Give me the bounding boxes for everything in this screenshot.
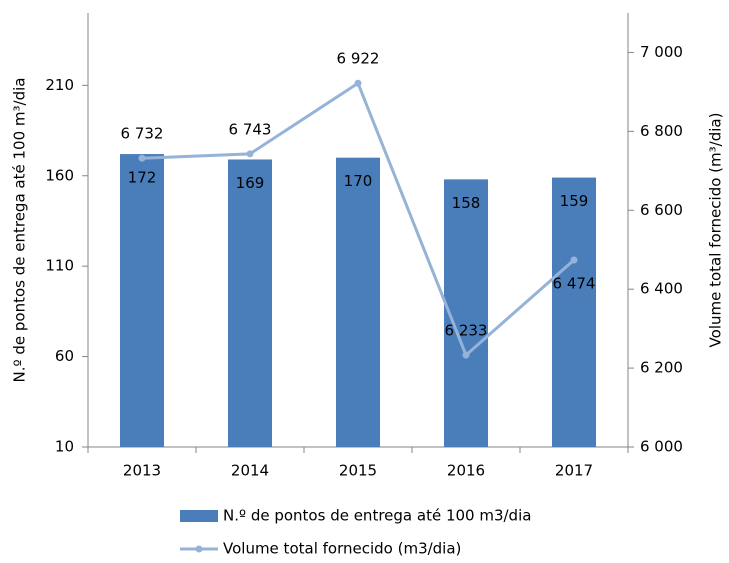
y2-axis-title: Volume total fornecido (m³/dia) xyxy=(707,113,725,348)
y2-tick-label: 6 600 xyxy=(640,201,683,219)
line-value-label: 6 474 xyxy=(553,274,596,292)
line-marker xyxy=(354,79,362,87)
y2-tick-label: 6 400 xyxy=(640,280,683,298)
y2-tick-label: 7 000 xyxy=(640,43,683,61)
bar xyxy=(228,159,272,447)
bar-value-label: 169 xyxy=(236,174,265,192)
bar xyxy=(444,179,488,447)
x-tick-label: 2015 xyxy=(339,462,377,480)
legend-marker xyxy=(195,545,203,553)
bar xyxy=(120,154,164,448)
x-tick-label: 2013 xyxy=(123,462,161,480)
line-value-label: 6 732 xyxy=(121,125,164,143)
y-tick-label: 60 xyxy=(55,347,74,365)
line-value-label: 6 743 xyxy=(229,120,272,138)
line-marker xyxy=(570,256,578,264)
x-tick-label: 2016 xyxy=(447,462,485,480)
bar xyxy=(552,177,596,447)
legend-label: Volume total fornecido (m3/dia) xyxy=(223,540,461,558)
x-tick-label: 2017 xyxy=(555,462,593,480)
bar-value-label: 172 xyxy=(128,169,157,187)
line-value-label: 6 233 xyxy=(445,322,488,340)
y-axis-title: N.º de pontos de entrega até 100 m³/dia xyxy=(11,78,29,383)
y-tick-label: 160 xyxy=(45,166,74,184)
bar xyxy=(336,157,380,447)
y-tick-label: 10 xyxy=(55,438,74,456)
bar-value-label: 158 xyxy=(452,194,481,212)
y-tick-label: 110 xyxy=(45,257,74,275)
legend-label: N.º de pontos de entrega até 100 m3/dia xyxy=(223,507,531,525)
y2-tick-label: 6 000 xyxy=(640,438,683,456)
line-marker xyxy=(246,150,254,158)
x-tick-label: 2014 xyxy=(231,462,269,480)
y2-tick-label: 6 800 xyxy=(640,122,683,140)
bar-value-label: 170 xyxy=(344,172,373,190)
line-marker xyxy=(462,351,470,359)
bar-value-label: 159 xyxy=(560,192,589,210)
line-marker xyxy=(138,154,146,162)
legend-swatch xyxy=(180,510,218,522)
line-value-label: 6 922 xyxy=(337,50,380,68)
y-tick-label: 210 xyxy=(45,76,74,94)
y2-tick-label: 6 200 xyxy=(640,359,683,377)
